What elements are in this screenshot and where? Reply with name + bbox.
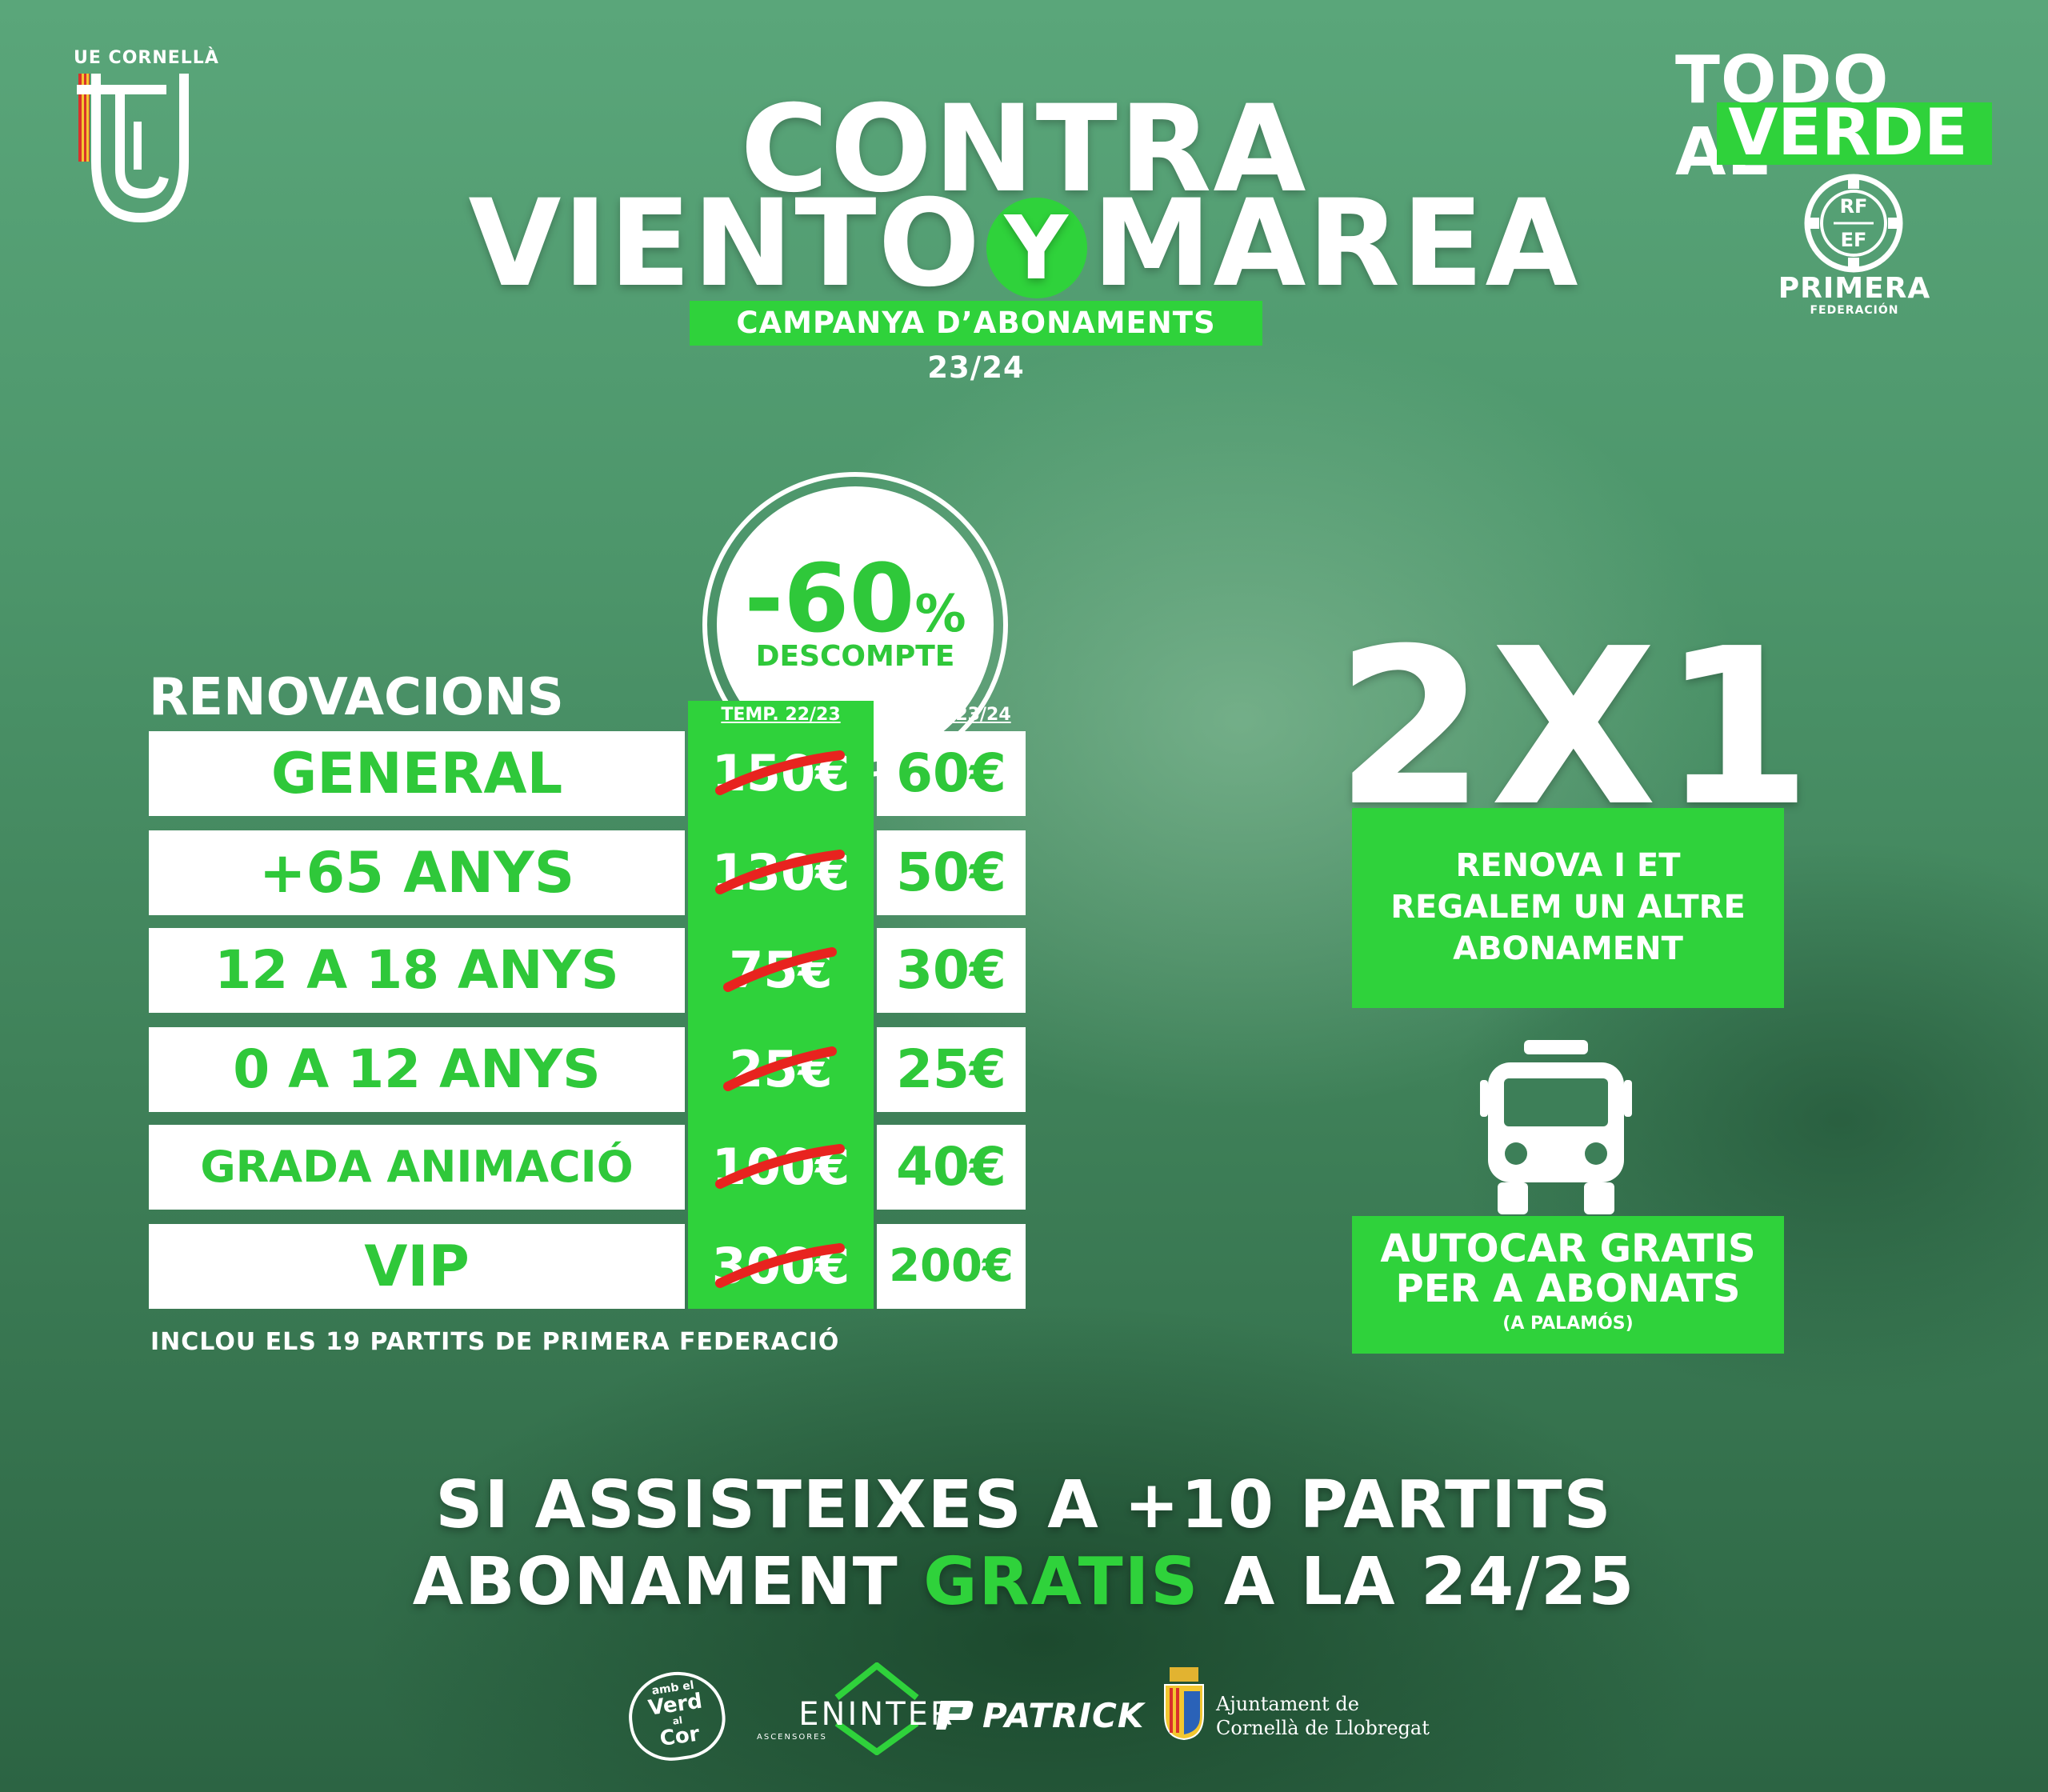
rfef-badge-bottom: EF — [1840, 229, 1867, 251]
new-price-4: 25€ — [896, 1038, 1006, 1100]
promo-2x1-headline: 2X1 — [1335, 602, 1817, 854]
bus-line1: AUTOCAR GRATIS — [1380, 1226, 1756, 1271]
title-y-circle: Y — [986, 198, 1088, 298]
new-price-1: 60€ — [896, 742, 1006, 804]
league-name: PRIMERA — [1778, 272, 1931, 305]
promo-2x1-line2: REGALEM UN ALTRE — [1390, 889, 1746, 926]
bottom-line2-before: ABONAMENT — [412, 1544, 899, 1620]
campaign-banner: CAMPANYA D’ABONAMENTS 23/24 — [690, 301, 1262, 385]
new-bg-6 — [877, 1224, 1026, 1309]
slogan-line2: VERDE — [1728, 95, 1968, 170]
title-viento: VIENTO — [468, 174, 982, 314]
row-bg-3 — [149, 928, 685, 1013]
row-bg-1 — [149, 731, 685, 816]
discount-value: -60% — [717, 550, 994, 675]
row-bg-2 — [149, 830, 685, 915]
strike-mark-2 — [715, 850, 845, 894]
bottom-line2: ABONAMENT GRATIS A LA 24/25 — [0, 1544, 2048, 1621]
renewals-footnote: INCLOU ELS 19 PARTITS DE PRIMERA FEDERAC… — [150, 1328, 840, 1356]
club-crest-icon — [77, 74, 189, 223]
sponsor-eninter-name: ENINTER — [798, 1696, 955, 1733]
row-label-vip: VIP — [364, 1234, 470, 1299]
renewals-heading: RENOVACIONS — [149, 668, 564, 727]
strike-mark-3 — [723, 947, 837, 992]
strike-mark-5 — [715, 1144, 845, 1189]
club-name: UE CORNELLÀ — [74, 48, 219, 68]
bus-note: (A PALAMÓS) — [1502, 1314, 1634, 1334]
strike-marks — [715, 750, 845, 1288]
col-new-header: TEMP. 23/24 — [891, 705, 1011, 725]
strike-mark-1 — [715, 750, 845, 795]
bus-line2: PER A ABONATS — [1395, 1266, 1741, 1311]
sponsor-ajuntament-line1: Ajuntament de — [1216, 1693, 1359, 1715]
cornella-coat-of-arms-icon — [1164, 1667, 1204, 1741]
new-bg-1 — [877, 731, 1026, 816]
bottom-line1: SI ASSISTEIXES A +10 PARTITS — [435, 1467, 1613, 1543]
rfef-badge-top: RF — [1839, 195, 1868, 218]
discount-number: -60 — [744, 543, 915, 654]
sponsor-eninter-sub: ASCENSORES — [757, 1733, 827, 1742]
row-label-0-12: 0 A 12 ANYS — [233, 1038, 601, 1100]
strike-mark-4 — [723, 1046, 837, 1091]
row-label-general: GENERAL — [270, 741, 563, 806]
eninter-chevrons-icon — [834, 1662, 919, 1755]
row-label-grada: GRADA ANIMACIÓ — [200, 1142, 634, 1192]
bottom-line2-after: A LA 24/25 — [1223, 1544, 1636, 1620]
sponsor-patrick-name: PATRICK — [982, 1696, 1145, 1735]
bus-box — [1352, 1216, 1784, 1354]
row-label-65: +65 ANYS — [258, 840, 575, 906]
rfef-badge-icon — [1804, 174, 1903, 273]
discount-unit: % — [914, 585, 966, 644]
old-price-column — [688, 701, 874, 1309]
patrick-logo-icon — [936, 1701, 974, 1730]
league-subname: FEDERACIÓN — [1810, 304, 1899, 317]
title-marea: MAREA — [1092, 174, 1580, 314]
row-bg-5 — [149, 1125, 685, 1210]
title-line1: CONTRA — [740, 80, 1308, 219]
new-price-6: 200€ — [889, 1240, 1014, 1292]
new-bg-4 — [877, 1027, 1026, 1112]
promo-2x1-box — [1352, 808, 1784, 1008]
bottom-line2-highlight: GRATIS — [923, 1544, 1200, 1620]
row-bg-4 — [149, 1027, 685, 1112]
new-price-5: 40€ — [896, 1136, 1006, 1198]
row-label-12-18: 12 A 18 ANYS — [214, 939, 619, 1001]
discount-label: DESCOMPTE — [755, 640, 955, 673]
promo-2x1-line3: ABONAMENT — [1453, 930, 1683, 967]
new-bg-2 — [877, 830, 1026, 915]
new-bg-5 — [877, 1125, 1026, 1210]
new-price-3: 30€ — [896, 939, 1006, 1001]
strike-mark-6 — [715, 1243, 845, 1288]
bus-icon — [1480, 1040, 1632, 1214]
title-line2: VIENTO Y MAREA — [0, 184, 2048, 304]
promo-2x1-line1: RENOVA I ET — [1455, 847, 1681, 884]
new-bg-3 — [877, 928, 1026, 1013]
new-price-2: 50€ — [896, 842, 1006, 903]
sponsor-ajuntament-line2: Cornellà de Llobregat — [1216, 1717, 1430, 1739]
row-bg-6 — [149, 1224, 685, 1309]
slogan-highlight — [1717, 102, 1992, 165]
col-old-header: TEMP. 22/23 — [721, 705, 841, 725]
